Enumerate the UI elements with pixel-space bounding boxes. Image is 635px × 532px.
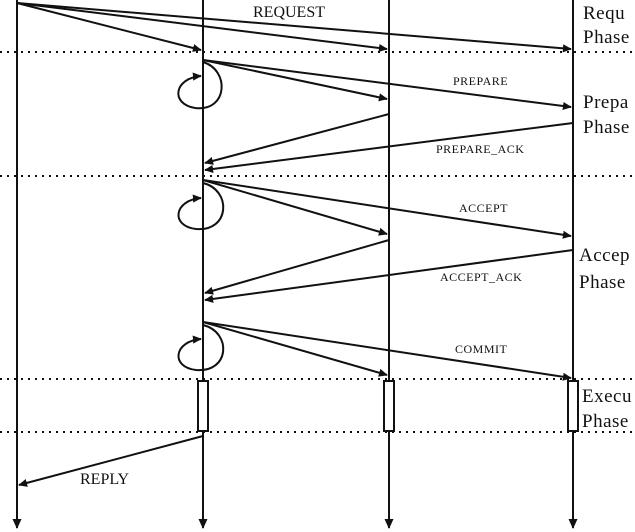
- request-arrow-replica-1: [16, 2, 388, 53]
- phase-label-request-line1: Requ: [583, 3, 625, 24]
- commit-arrow-replica-1: [202, 321, 388, 377]
- request-label: REQUEST: [253, 4, 325, 21]
- commit-self-loop: [177, 324, 225, 372]
- prepare-arrow-replica-2: [202, 59, 572, 110]
- phase-label-prepare-line1: Prepa: [583, 92, 629, 113]
- phase-label-execute-line1: Execu: [582, 386, 632, 407]
- phase-label-prepare-line2: Phase: [583, 117, 630, 138]
- phase-label-accept-line1: Accep: [579, 245, 630, 266]
- prepare-ack-from-replica-2: [204, 122, 574, 173]
- reply-label: REPLY: [80, 471, 130, 488]
- accept-arrow-replica-1: [202, 179, 388, 236]
- request-arrow-replica-2: [16, 2, 572, 53]
- phase-label-request-line2: Phase: [583, 27, 630, 48]
- prepare-self-loop: [177, 61, 223, 110]
- phase-label-accept-line2: Phase: [579, 272, 626, 293]
- prepare-arrow-replica-1: [202, 59, 388, 102]
- accept-ack-from-replica-2: [204, 249, 574, 303]
- execute-box-primary: [197, 380, 209, 432]
- prepare-ack-from-replica-1: [204, 113, 390, 165]
- commit-label: COMMIT: [455, 342, 508, 356]
- reply-arrow: [18, 435, 204, 487]
- request-arrow-primary: [16, 2, 202, 52]
- commit-arrow-replica-2: [202, 321, 572, 381]
- execute-box-replica-2: [567, 380, 579, 432]
- accept-label: ACCEPT: [459, 201, 508, 215]
- accept-ack-label: ACCEPT_ACK: [440, 270, 522, 284]
- phase-label-execute-line2: Phase: [582, 411, 629, 432]
- prepare-ack-label: PREPARE_ACK: [436, 142, 524, 156]
- accept-arrow-replica-2: [202, 179, 572, 239]
- accept-ack-from-replica-1: [204, 239, 390, 295]
- execute-box-replica-1: [383, 380, 395, 432]
- prepare-label: PREPARE: [453, 74, 508, 88]
- accept-self-loop: [177, 182, 225, 231]
